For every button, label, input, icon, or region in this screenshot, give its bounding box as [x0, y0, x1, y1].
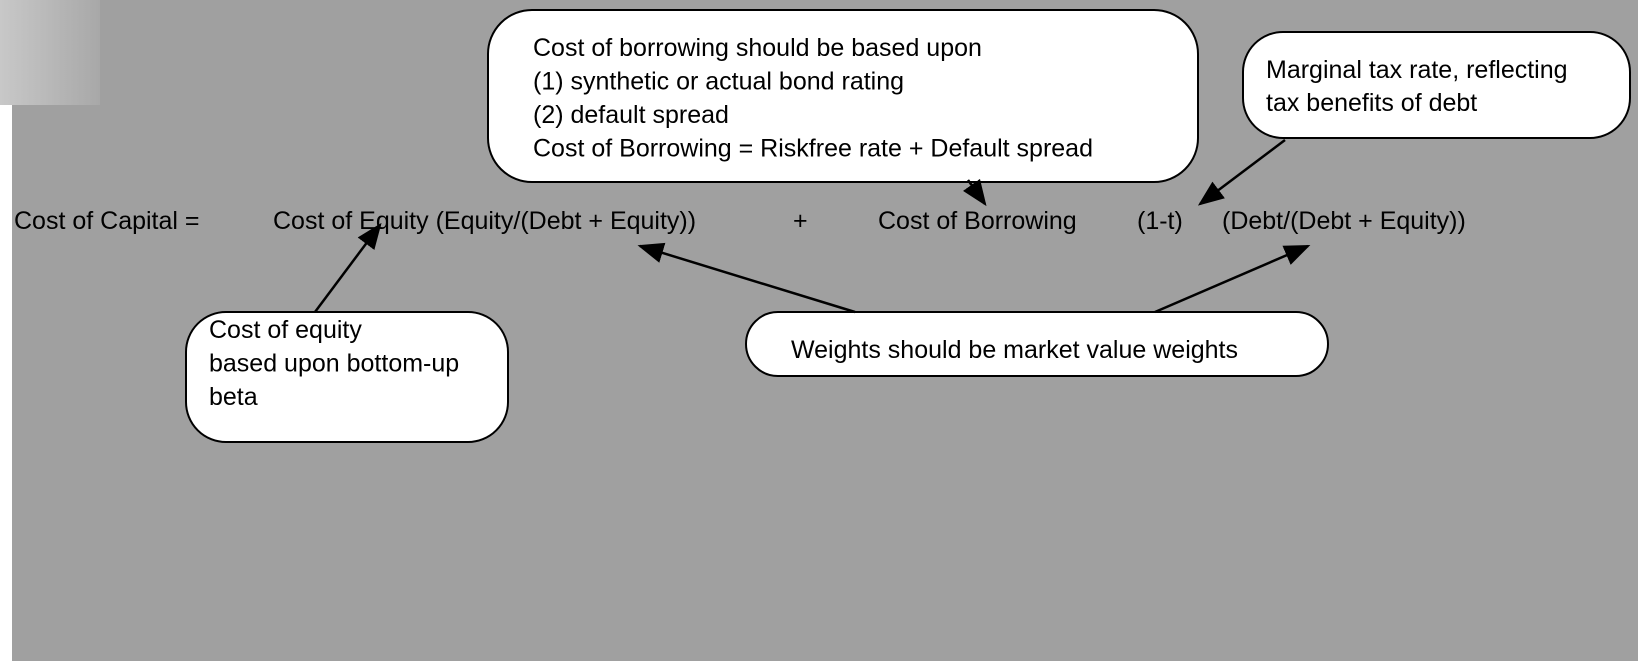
callout-line: Cost of equity: [209, 316, 362, 344]
callout-line: Cost of borrowing should be based upon: [533, 34, 982, 62]
formula-term: Cost of Capital =: [14, 207, 200, 235]
formula-term: +: [793, 207, 808, 235]
callout-box: [1242, 31, 1631, 139]
callout-box: [487, 9, 1199, 183]
callout-line: Cost of Borrowing = Riskfree rate + Defa…: [533, 135, 1093, 163]
callout-box: [185, 311, 509, 443]
callout-line: beta: [209, 383, 258, 411]
left-strip: [0, 105, 12, 661]
arrow: [313, 222, 382, 313]
arrow: [1154, 244, 1311, 314]
callout-line: tax benefits of debt: [1266, 89, 1477, 117]
formula-term: (1-t): [1137, 207, 1183, 235]
callout-line: Marginal tax rate, reflecting: [1266, 56, 1568, 84]
callout-line: based upon bottom-up: [209, 350, 459, 378]
arrow: [962, 178, 987, 207]
arrow: [637, 242, 856, 314]
callout-box: [745, 311, 1329, 377]
callout-line: Weights should be market value weights: [791, 336, 1238, 364]
formula-term: (Debt/(Debt + Equity)): [1222, 207, 1466, 235]
corner-shade: [0, 0, 100, 105]
arrows: [313, 139, 1311, 314]
callout-line: (1) synthetic or actual bond rating: [533, 68, 904, 96]
arrow: [1197, 139, 1286, 206]
formula-term: Cost of Equity (Equity/(Debt + Equity)): [273, 207, 696, 235]
formula-term: Cost of Borrowing: [878, 207, 1077, 235]
callout-line: (2) default spread: [533, 101, 729, 129]
